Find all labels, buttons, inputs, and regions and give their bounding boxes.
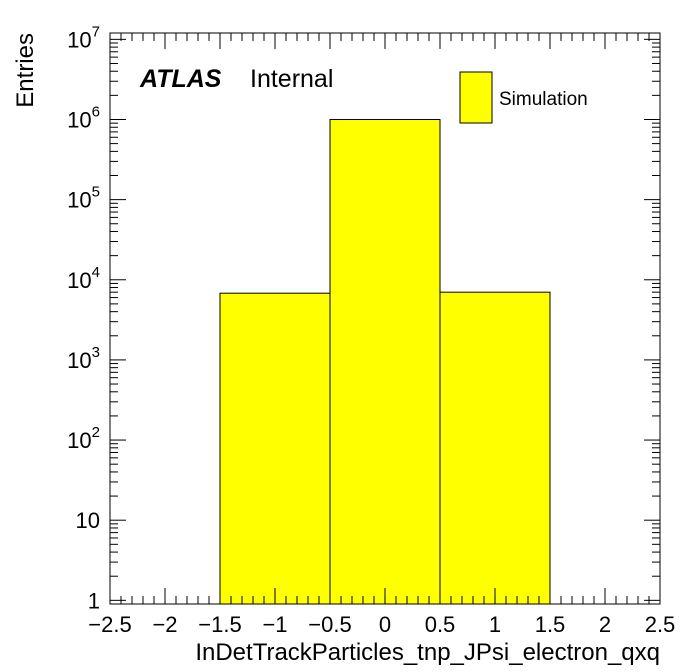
legend-label: Simulation — [499, 89, 588, 110]
y-axis-title: Entries — [12, 33, 39, 108]
x-tick-label: −1.5 — [198, 612, 241, 637]
y-tick-label: 10 — [76, 508, 100, 533]
x-tick-label: −1 — [262, 612, 287, 637]
legend-swatch — [459, 71, 493, 124]
x-tick-label: 0.5 — [425, 612, 456, 637]
x-tick-label: 2.5 — [645, 612, 676, 637]
y-tick-label: 102 — [67, 424, 100, 453]
x-tick-label: −0.5 — [308, 612, 351, 637]
axis-ticks — [109, 33, 661, 604]
plot-frame — [109, 32, 661, 605]
atlas-label: ATLAS — [139, 65, 222, 93]
y-tick-label: 1 — [88, 588, 100, 613]
y-tick-label: 105 — [67, 184, 100, 213]
y-tick-label: 104 — [67, 264, 100, 293]
y-tick-labels: 1 10 102 103 104 105 106 107 — [67, 23, 100, 613]
x-tick-label: 2 — [599, 612, 611, 637]
x-tick-label: −2.5 — [88, 612, 131, 637]
x-tick-label: −2 — [152, 612, 177, 637]
histogram-bar — [439, 291, 551, 605]
y-tick-label: 103 — [67, 344, 100, 373]
x-axis-title: InDetTrackParticles_tnp_JPsi_electron_qx… — [195, 639, 660, 666]
histogram-bar — [219, 292, 331, 605]
y-tick-label: 107 — [67, 23, 100, 52]
x-tick-label: 0 — [379, 612, 391, 637]
histogram-bars — [219, 118, 551, 605]
x-tick-label: 1.5 — [535, 612, 566, 637]
x-tick-labels: −2.5 −2 −1.5 −1 −0.5 0 0.5 1 1.5 2 2.5 — [88, 612, 675, 637]
y-tick-label: 106 — [67, 103, 100, 132]
atlas-status-label: Internal — [250, 65, 333, 93]
x-tick-label: 1 — [489, 612, 501, 637]
histogram-bar — [329, 118, 441, 605]
